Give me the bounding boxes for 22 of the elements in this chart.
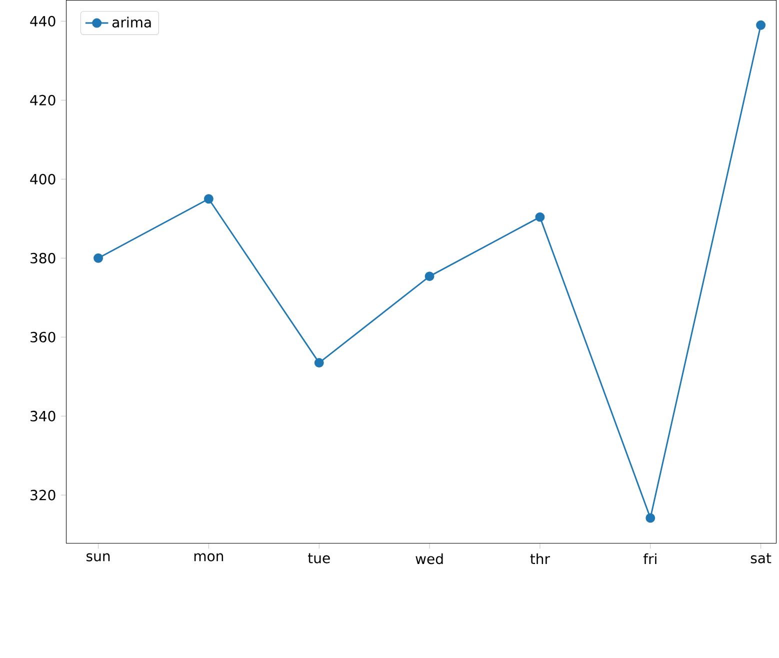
x-tick-label: wed	[416, 553, 443, 564]
x-tick-label: sat	[750, 553, 772, 564]
point	[756, 20, 766, 30]
y-tick-label: 400	[30, 174, 56, 185]
legend-label: arima	[112, 16, 151, 28]
y-tick-label: 380	[30, 252, 56, 264]
point	[314, 358, 324, 368]
y-tick-label: 320	[30, 490, 56, 500]
x-tick-label: tue	[308, 553, 330, 564]
point	[204, 194, 214, 204]
x-tick-label: thr	[530, 553, 550, 564]
y-tick-label: 340	[30, 410, 56, 422]
y-tick-label: 360	[30, 332, 56, 343]
point	[424, 272, 434, 282]
point	[646, 513, 656, 523]
y-tick-label: 440	[30, 16, 56, 27]
x-tick-label: mon	[194, 553, 224, 562]
x-tick-label: fri	[643, 553, 656, 564]
y-tick-label: 420	[30, 94, 56, 106]
point	[535, 212, 545, 222]
point	[94, 254, 104, 263]
x-tick-label: sun	[86, 553, 110, 562]
